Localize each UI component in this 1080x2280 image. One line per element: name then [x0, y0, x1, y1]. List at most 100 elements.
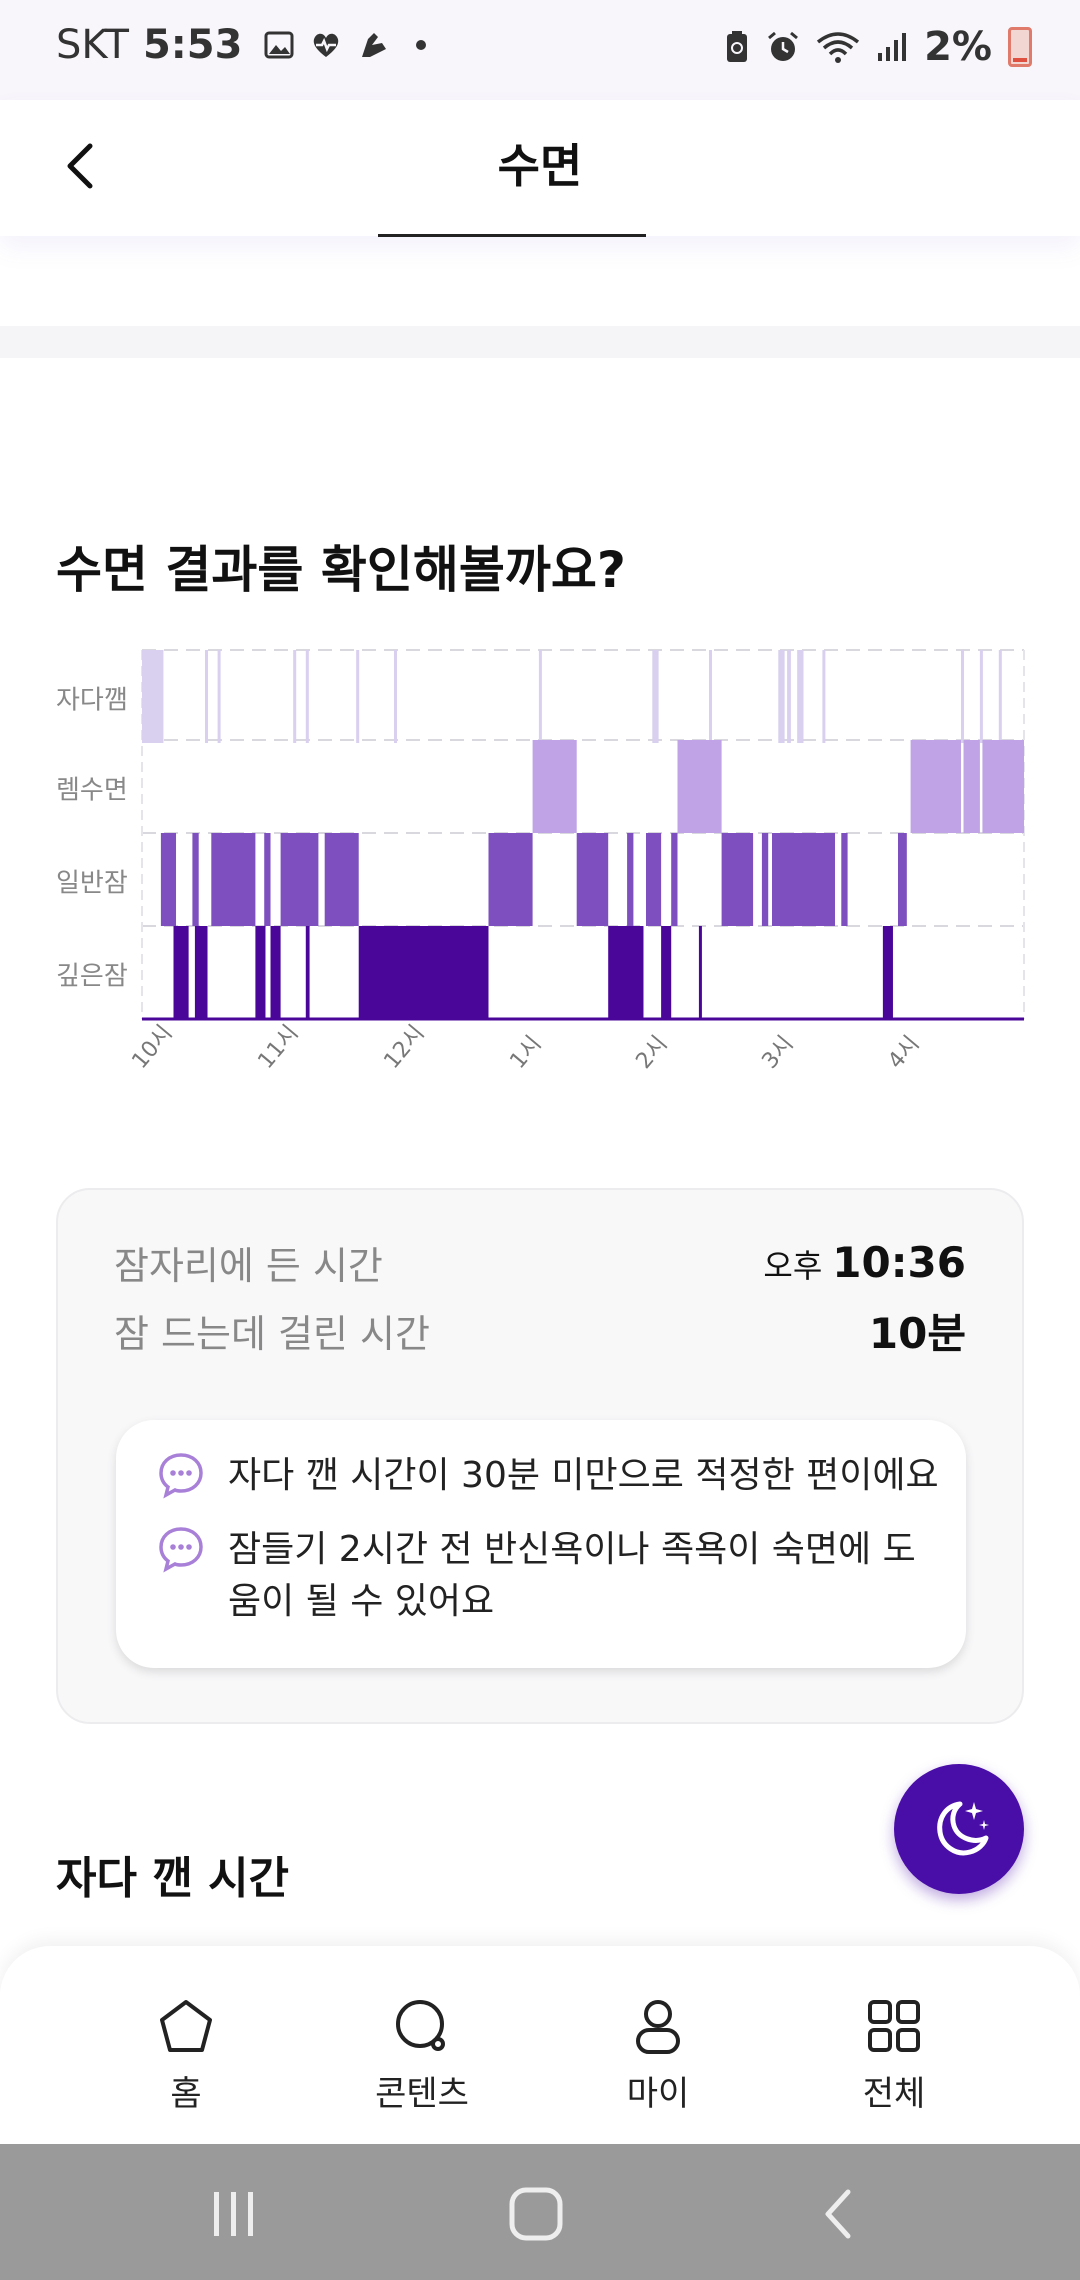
nav-item-my[interactable]: 마이 — [578, 1996, 738, 2115]
segment-awake — [709, 650, 712, 743]
nav-item-all[interactable]: 전체 — [814, 1996, 974, 2115]
nav-item-home[interactable]: 홈 — [106, 1996, 266, 2115]
segment-light — [192, 833, 199, 926]
segment-rem — [982, 740, 1024, 833]
grid-icon — [868, 2000, 920, 2052]
segment-awake — [778, 650, 785, 743]
bedtime-value: 오후 10:36 — [763, 1238, 966, 1287]
tip-item: 자다 깬 시간이 30분 미만으로 적정한 편이에요 — [156, 1450, 948, 1502]
latency-value: 10분 — [868, 1308, 966, 1358]
segment-awake — [538, 650, 542, 743]
sleep-fab-button[interactable] — [894, 1764, 1024, 1894]
tip-text: 잠들기 2시간 전 반신욕이나 족욕이 숙면에 도움이 될 수 있어요 — [228, 1529, 916, 1622]
segment-light — [627, 833, 634, 926]
segment-awake — [797, 650, 804, 743]
segment-light — [671, 833, 678, 926]
shoe-icon — [362, 33, 387, 57]
carrier-label: SKT — [56, 22, 129, 68]
clock: 5:53 — [142, 22, 243, 68]
nav-item-content[interactable]: 콘텐츠 — [342, 1996, 502, 2115]
segment-deep — [698, 926, 702, 1019]
bedtime-row: 잠자리에 든 시간 오후 10:36 — [114, 1232, 966, 1292]
y-axis-label: 자다깸 — [56, 686, 128, 716]
segment-light — [576, 833, 609, 926]
battery-saver-icon — [727, 31, 748, 62]
back-arrow-icon[interactable] — [52, 136, 112, 196]
segment-rem — [532, 740, 577, 833]
nav-label: 홈 — [170, 2074, 202, 2114]
bedtime-ampm: 오후 — [763, 1246, 823, 1285]
segment-awake — [217, 650, 221, 743]
more-notifications-dot-icon — [416, 40, 427, 50]
segment-awake — [998, 650, 1002, 743]
segment-deep — [305, 926, 310, 1019]
segment-light — [324, 833, 359, 926]
status-bar: SKT 5:53 2% — [0, 0, 1080, 100]
bedtime-time: 10:36 — [832, 1237, 966, 1287]
x-tick-label: 11시 — [253, 1021, 303, 1074]
segment-deep — [608, 926, 644, 1019]
segment-awake — [142, 650, 164, 743]
segment-light — [841, 833, 848, 926]
home-icon — [160, 2000, 212, 2052]
segment-awake — [356, 650, 360, 743]
chat-bubble-icon — [159, 1527, 203, 1573]
nav-label: 콘텐츠 — [375, 2074, 469, 2114]
status-right: 2% — [724, 24, 1032, 70]
segment-deep — [255, 926, 266, 1019]
status-left: SKT 5:53 — [56, 22, 427, 68]
x-tick-label: 1시 — [505, 1032, 546, 1074]
segment-awake — [293, 650, 297, 743]
y-axis-label: 렘수면 — [56, 776, 128, 806]
segment-awake — [961, 650, 964, 743]
wifi-icon — [816, 32, 860, 63]
segment-light — [264, 833, 271, 926]
nav-label: 전체 — [862, 2074, 926, 2114]
bedtime-label: 잠자리에 든 시간 — [114, 1243, 383, 1288]
x-tick-label: 2시 — [631, 1032, 672, 1074]
x-tick-label: 10시 — [127, 1021, 177, 1074]
moon-stars-icon — [937, 1801, 989, 1856]
battery-percent: 2% — [924, 24, 992, 70]
alarm-icon — [768, 31, 799, 61]
system-back-icon[interactable] — [810, 2184, 870, 2244]
y-axis-label: 일반잠 — [56, 869, 128, 899]
segment-deep — [173, 926, 189, 1019]
latency-label: 잠 드는데 걸린 시간 — [114, 1311, 430, 1356]
segment-awake — [652, 650, 659, 743]
signal-icon — [878, 33, 907, 61]
system-navigation-bar — [0, 2144, 1080, 2280]
notification-icons — [264, 29, 427, 61]
segment-deep — [194, 926, 208, 1019]
segment-light — [772, 833, 835, 926]
gallery-icon — [264, 31, 294, 59]
segment-awake — [822, 650, 826, 743]
tab-indicator — [378, 234, 646, 237]
x-tick-label: 4시 — [883, 1032, 924, 1074]
segment-light — [160, 833, 177, 926]
app-bar: 수면 — [0, 100, 1080, 237]
tips-box: 자다 깬 시간이 30분 미만으로 적정한 편이에요 잠들기 2시간 전 반신욕… — [116, 1420, 966, 1668]
segment-light — [211, 833, 256, 926]
nav-label: 마이 — [626, 2074, 690, 2114]
tip-item: 잠들기 2시간 전 반신욕이나 족욕이 숙면에 도움이 될 수 있어요 — [156, 1524, 948, 1628]
health-heart-icon — [314, 33, 339, 57]
segment-rem — [963, 740, 980, 833]
page-title: 수면 — [497, 139, 583, 193]
segment-rem — [910, 740, 961, 833]
segment-rem — [677, 740, 722, 833]
segment-awake — [205, 650, 208, 743]
y-axis-label: 깊은잠 — [56, 962, 128, 992]
x-tick-label: 3시 — [757, 1032, 798, 1074]
segment-awake — [305, 650, 309, 743]
segment-deep — [358, 926, 489, 1019]
sleep-summary-card: 잠자리에 든 시간 오후 10:36 잠 드는데 걸린 시간 10분 자다 깬 … — [56, 1188, 1024, 1724]
content-search-icon — [396, 2000, 445, 2051]
home-button-icon[interactable] — [506, 2184, 566, 2244]
segment-awake — [979, 650, 983, 743]
recent-apps-icon[interactable] — [204, 2184, 264, 2244]
chat-bubble-icon — [159, 1453, 203, 1499]
x-tick-label: 12시 — [379, 1021, 429, 1074]
segment-deep — [882, 926, 893, 1019]
